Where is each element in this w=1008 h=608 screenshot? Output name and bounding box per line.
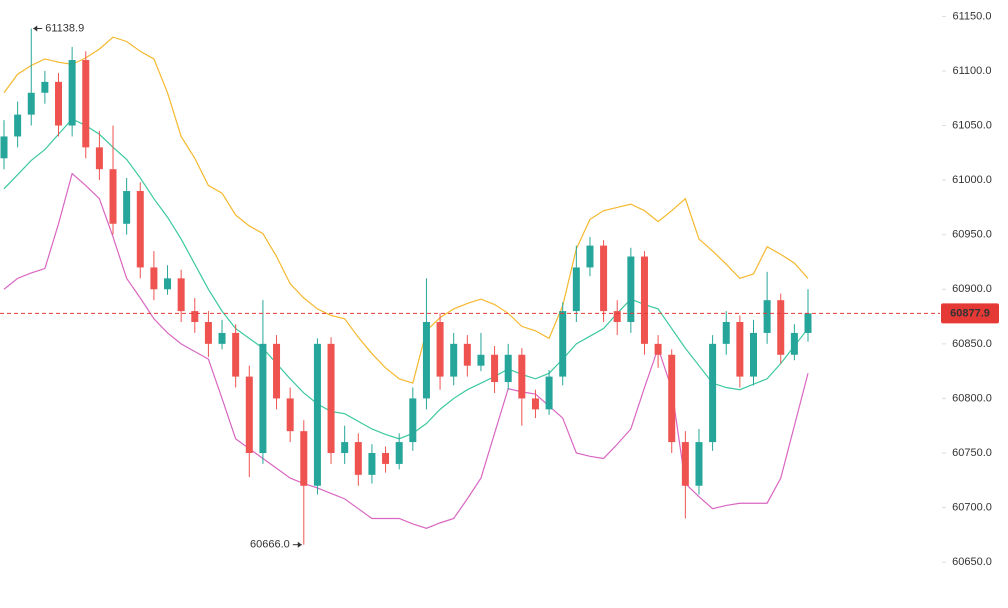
candle-body — [668, 354, 676, 443]
candle-body — [749, 332, 757, 377]
candle-body — [681, 442, 689, 486]
candle-body — [777, 300, 785, 355]
candle-body — [709, 343, 717, 443]
candle-body — [422, 322, 430, 399]
candle-body — [191, 311, 199, 323]
candle-body — [123, 191, 131, 224]
y-tick-label: 61050.0 — [952, 119, 992, 131]
candle-body — [27, 92, 35, 115]
y-tick-label: 61000.0 — [952, 174, 992, 186]
candle-body — [722, 322, 730, 344]
candle-body — [477, 354, 485, 366]
candle-body — [695, 442, 703, 486]
y-tick-label: 61150.0 — [953, 10, 992, 22]
candle-body — [82, 60, 90, 148]
candle-body — [300, 431, 308, 486]
candle-body — [640, 256, 648, 344]
candle-body — [14, 114, 22, 137]
y-tick-label: 60700.0 — [952, 501, 992, 513]
candle-body — [613, 311, 621, 323]
candle-body — [504, 354, 512, 383]
candle-body — [245, 376, 253, 454]
candle-body — [109, 169, 117, 224]
candle-body — [736, 322, 744, 377]
y-tick-label: 60900.0 — [952, 283, 992, 295]
candle-body — [518, 354, 526, 399]
candle-body — [559, 311, 567, 377]
last-price-box — [941, 303, 999, 324]
band-line — [3, 118, 809, 440]
candle-body — [382, 453, 390, 464]
candle-body — [395, 442, 403, 464]
candle-body — [164, 278, 172, 290]
candle-body — [327, 343, 335, 454]
y-tick-label: 60750.0 — [952, 447, 992, 459]
candle-body — [313, 343, 321, 486]
max-annotation: 61138.9 — [45, 22, 84, 34]
y-tick-label: 60950.0 — [952, 229, 992, 241]
candle-body — [150, 267, 158, 290]
y-tick-label: 60850.0 — [952, 338, 992, 350]
candle-body — [204, 322, 212, 344]
candle-body — [600, 245, 608, 312]
candle-body — [68, 60, 76, 126]
candle-body — [790, 332, 798, 355]
candle-body — [95, 147, 103, 170]
band-line — [3, 36, 809, 384]
candle-body — [804, 313, 812, 333]
candle-body — [409, 398, 417, 443]
candle-body — [354, 442, 362, 475]
candle-body — [259, 343, 267, 454]
candle-body — [627, 256, 635, 323]
min-annotation: 60666.0 — [250, 539, 290, 551]
candle-body — [177, 278, 185, 312]
candle-body — [218, 332, 226, 344]
candle-body — [531, 398, 539, 410]
y-tick-label: 61100.0 — [953, 65, 992, 77]
y-tick-label: 60800.0 — [952, 392, 992, 404]
candle-body — [654, 343, 662, 355]
candle-body — [136, 191, 144, 268]
candle-body — [491, 354, 499, 383]
candle-body — [586, 245, 594, 268]
candle-body — [463, 343, 471, 366]
candle-body — [232, 332, 240, 377]
candle-body — [436, 322, 444, 377]
candle-body — [55, 81, 63, 126]
last-price-label: 60877.9 — [950, 307, 990, 319]
candle-body — [572, 267, 580, 312]
candle-body — [41, 81, 49, 93]
y-tick-label: 60650.0 — [952, 556, 992, 568]
candle-body — [341, 442, 349, 454]
candle-body — [273, 343, 281, 399]
candle-body — [450, 343, 458, 377]
candle-body — [763, 300, 771, 333]
min-arrow-head — [297, 541, 302, 548]
candle-body — [368, 453, 376, 475]
candle-body — [0, 136, 8, 159]
candle-body — [286, 398, 294, 432]
candle-body — [545, 376, 553, 410]
max-arrow-head — [33, 25, 38, 32]
